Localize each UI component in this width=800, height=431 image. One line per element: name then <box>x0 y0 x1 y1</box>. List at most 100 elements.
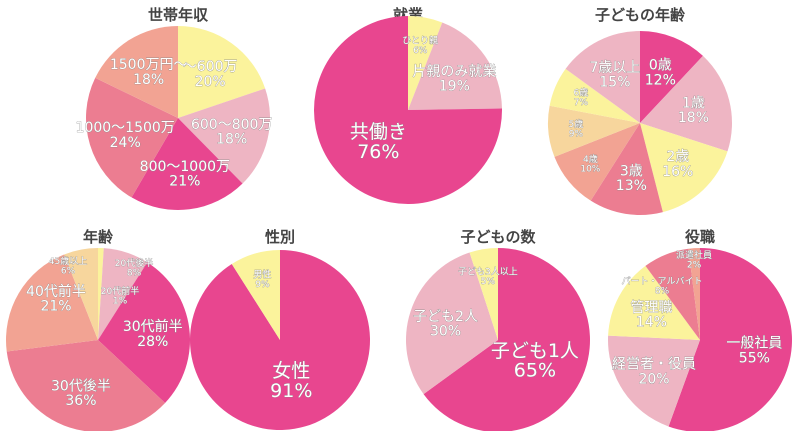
slice-label-name: 経営者・役員 <box>612 357 696 373</box>
pie-slice <box>565 31 640 123</box>
slice-label-value: 24% <box>110 135 141 151</box>
slice-label-name: 40代前半 <box>26 283 86 300</box>
pie-slice <box>590 123 663 215</box>
slice-label-name: 2歳 <box>666 149 689 165</box>
slice-label-name: 4歳 <box>583 153 598 165</box>
slice-label-value: 18% <box>133 72 164 88</box>
slice-label-name: ひとり親 <box>402 34 438 46</box>
slice-label: 1500万円～ 18% <box>110 57 188 88</box>
slice-label: 片親のみ就業 19% <box>412 64 496 95</box>
pie-slice <box>608 335 700 427</box>
slice-label-name: ～600万 <box>183 59 238 75</box>
slice-label: 派遣社員 2% <box>676 249 712 270</box>
pie-slice <box>64 248 98 340</box>
pie-slice <box>549 68 640 123</box>
slice-label-name: 30代前半 <box>123 318 183 335</box>
slice-label: 一般社員 55% <box>726 336 782 367</box>
pie-slice <box>131 118 243 210</box>
slice-label-name: 1500万円～ <box>110 57 188 73</box>
pie-slice <box>640 55 732 152</box>
slice-label: 30代前半 28% <box>123 318 183 350</box>
slice-label: 45歳以上 6% <box>49 255 87 276</box>
slice-label-value: 10% <box>580 165 600 175</box>
slice-label-value: 2% <box>687 260 702 270</box>
slice-label-name: 子ども3人以上 <box>458 266 518 277</box>
slice-label-value: 18% <box>678 110 709 126</box>
slice-label-value: 12% <box>645 72 676 88</box>
slice-label: ～600万 20% <box>183 59 238 90</box>
slice-label: 女性 91% <box>270 360 312 402</box>
chart-title: 子どもの数 <box>460 228 536 246</box>
pie-slice <box>408 22 502 110</box>
pie-slice <box>98 262 191 403</box>
chart-title: 役職 <box>685 228 715 246</box>
slice-label-value: 9% <box>569 130 584 140</box>
slice-label-value: 30% <box>430 324 461 340</box>
pie-slice <box>178 26 266 118</box>
slice-label-value: 9% <box>255 280 270 290</box>
slice-label: 30代後半 36% <box>51 378 111 409</box>
slice-label-name: 3歳 <box>620 164 643 180</box>
slice-label: 600～800万 18% <box>191 117 272 148</box>
slice-label: 子ども1人 65% <box>491 340 579 382</box>
pie-slice <box>86 77 178 198</box>
slice-label-name: 600～800万 <box>191 117 272 133</box>
slice-label: 1000～1500万 24% <box>76 120 175 151</box>
slice-label-name: 45歳以上 <box>49 255 87 267</box>
slice-label-value: 16% <box>662 164 693 180</box>
pie-slice <box>314 16 502 204</box>
slice-label-value: 8% <box>127 268 142 278</box>
pie-slice <box>640 123 728 213</box>
slice-label: 4歳 10% <box>580 153 600 174</box>
slice-label: 7歳以上 15% <box>589 60 640 91</box>
slice-label-value: 55% <box>739 350 770 366</box>
pie-chart: 年齢 20代前半 1% 20代後半 8% 30代前半 28% 30代後半 36% 40代前半 21%… <box>5 228 191 431</box>
slice-label: 1歳 18% <box>678 95 709 126</box>
chart-title: 子どもの年齢 <box>595 6 686 24</box>
pie-slice <box>408 16 443 110</box>
slice-label-value: 15% <box>599 75 630 91</box>
pie-slice <box>5 254 98 352</box>
slice-label-name: 20代前半 <box>101 285 139 297</box>
slice-label-name: 一般社員 <box>726 336 782 352</box>
slice-label-value: 6% <box>61 266 76 276</box>
slice-label-value: 8% <box>655 286 670 296</box>
slice-label-name: 共働き <box>350 121 407 143</box>
slice-label-name: 5歳 <box>569 118 584 130</box>
pie-slice <box>423 248 590 431</box>
slice-label: 子ども3人以上 5% <box>458 266 518 286</box>
pie-slice <box>554 123 640 201</box>
slice-label-value: 21% <box>169 173 200 189</box>
slice-label-name: 1歳 <box>682 95 705 111</box>
slice-label-value: 91% <box>270 380 312 402</box>
slice-label-name: 30代後半 <box>51 378 111 394</box>
slice-label-value: 36% <box>65 393 96 409</box>
slice-label: 800～1000万 21% <box>140 159 230 190</box>
pie-slice <box>95 26 178 118</box>
pie-slice <box>668 248 792 431</box>
slice-label-name: 20代後半 <box>115 257 153 269</box>
pie-slice <box>640 31 703 123</box>
pie-slice <box>98 248 104 340</box>
pie-slice <box>469 248 498 340</box>
slice-label-value: 21% <box>40 299 71 315</box>
slice-label: 20代後半 8% <box>115 257 153 278</box>
slice-label: 0歳 12% <box>645 58 676 89</box>
chart-title: 世帯年収 <box>148 6 209 24</box>
slice-label: 男性 9% <box>253 269 271 290</box>
pie-slice <box>406 252 498 395</box>
slice-label-value: 7% <box>574 98 589 108</box>
pie-slice <box>178 88 270 184</box>
pie-slice <box>688 248 700 340</box>
pie-slice <box>231 250 280 340</box>
slice-label-name: 片親のみ就業 <box>412 64 496 80</box>
slice-label-value: 20% <box>638 371 669 387</box>
slice-label-value: 65% <box>514 360 556 382</box>
slice-label: 子ども2人 30% <box>413 309 478 340</box>
